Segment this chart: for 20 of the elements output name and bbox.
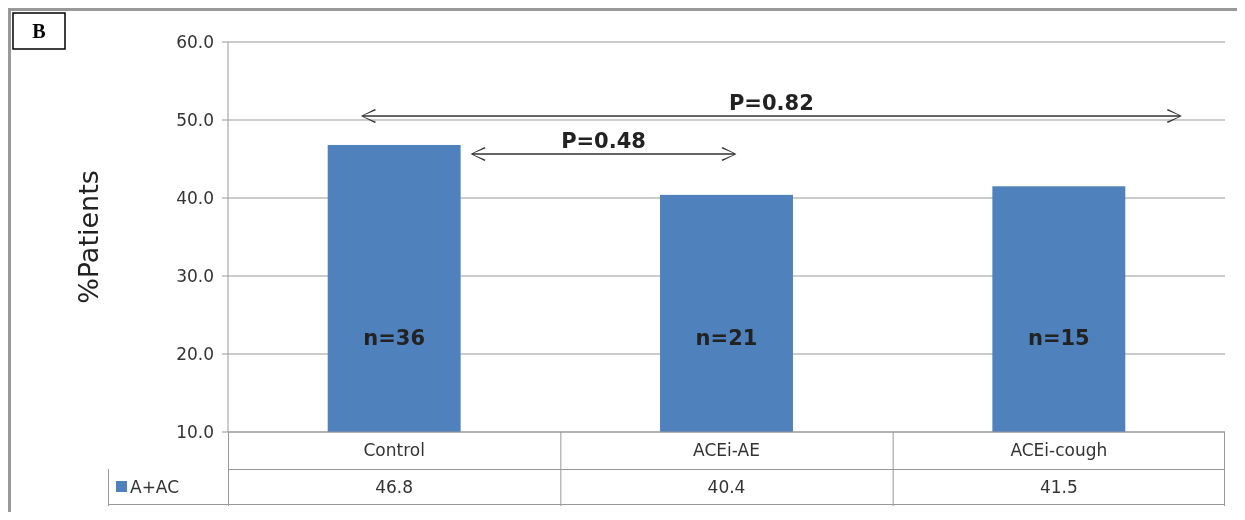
annotation: n=15 (1027, 326, 1090, 351)
annotation: P=0.48 (561, 129, 646, 153)
y-tick-label: 60.0 (176, 31, 214, 52)
x-tick-label: ACEi-AE (693, 440, 760, 461)
y-tick-label: 50.0 (176, 109, 214, 130)
data-label: 41.5 (1039, 477, 1078, 498)
legend-label: A+AC (130, 477, 180, 498)
y-tick-label: 20.0 (176, 343, 214, 364)
y-tick-label: 30.0 (176, 265, 214, 286)
y-tick-label: 40.0 (176, 187, 214, 208)
text: B (32, 20, 46, 42)
x-tick-label: ACEi-cough (1010, 440, 1108, 461)
y-axis-title: %Patients (73, 170, 104, 304)
x-tick-label: Control (363, 440, 425, 461)
y-tick-label: 10.0 (176, 421, 214, 442)
annotation: P=0.82 (728, 91, 814, 115)
data-label: 46.8 (375, 477, 414, 498)
annotation: n=21 (695, 326, 758, 351)
data-label: 40.4 (707, 477, 746, 498)
annotation: n=36 (363, 326, 426, 351)
